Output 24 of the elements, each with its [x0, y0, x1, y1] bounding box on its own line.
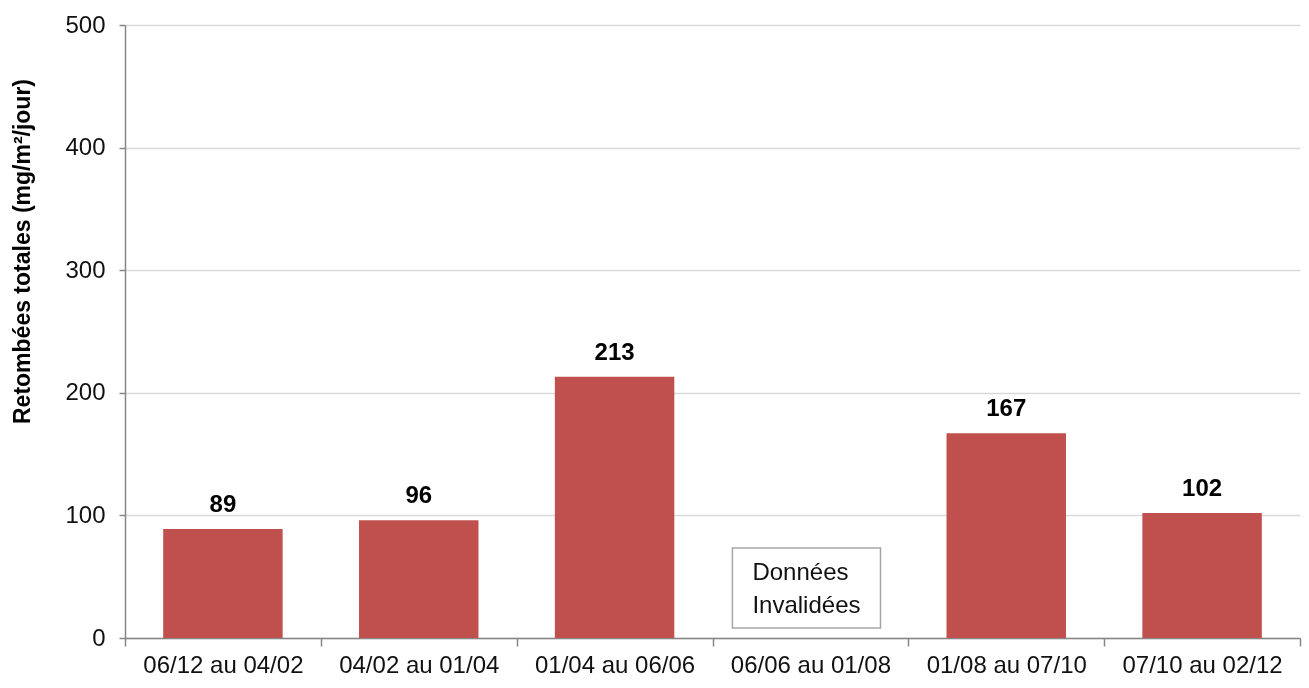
bar — [554, 376, 675, 638]
bar — [359, 520, 479, 638]
data-label: 167 — [986, 394, 1027, 422]
y-tick-label: 500 — [65, 10, 106, 38]
bar — [1142, 512, 1262, 638]
x-tick-label: 01/04 au 06/06 — [535, 650, 696, 678]
x-tick-label: 06/12 au 04/02 — [143, 650, 304, 678]
y-tick-label: 100 — [65, 500, 106, 528]
data-label: 213 — [594, 337, 635, 365]
y-tick-label: 200 — [65, 378, 106, 406]
x-tick-label: 01/08 au 07/10 — [926, 650, 1087, 678]
data-label: 102 — [1182, 473, 1223, 501]
x-tick-label: 04/02 au 01/04 — [339, 650, 500, 678]
data-label: 89 — [209, 489, 237, 517]
x-tick-label: 06/06 au 01/08 — [730, 650, 891, 678]
y-tick-label: 300 — [65, 255, 106, 283]
bar — [946, 433, 1066, 638]
y-axis-title: Retombées totales (mg/m²/jour) — [8, 78, 35, 425]
x-tick-label: 07/10 au 02/12 — [1122, 650, 1283, 678]
y-tick-label: 0 — [92, 623, 106, 651]
y-tick-label: 400 — [65, 133, 106, 161]
annotation: Données Invalidées — [752, 558, 861, 618]
data-label: 96 — [405, 481, 433, 509]
bar — [163, 528, 283, 638]
